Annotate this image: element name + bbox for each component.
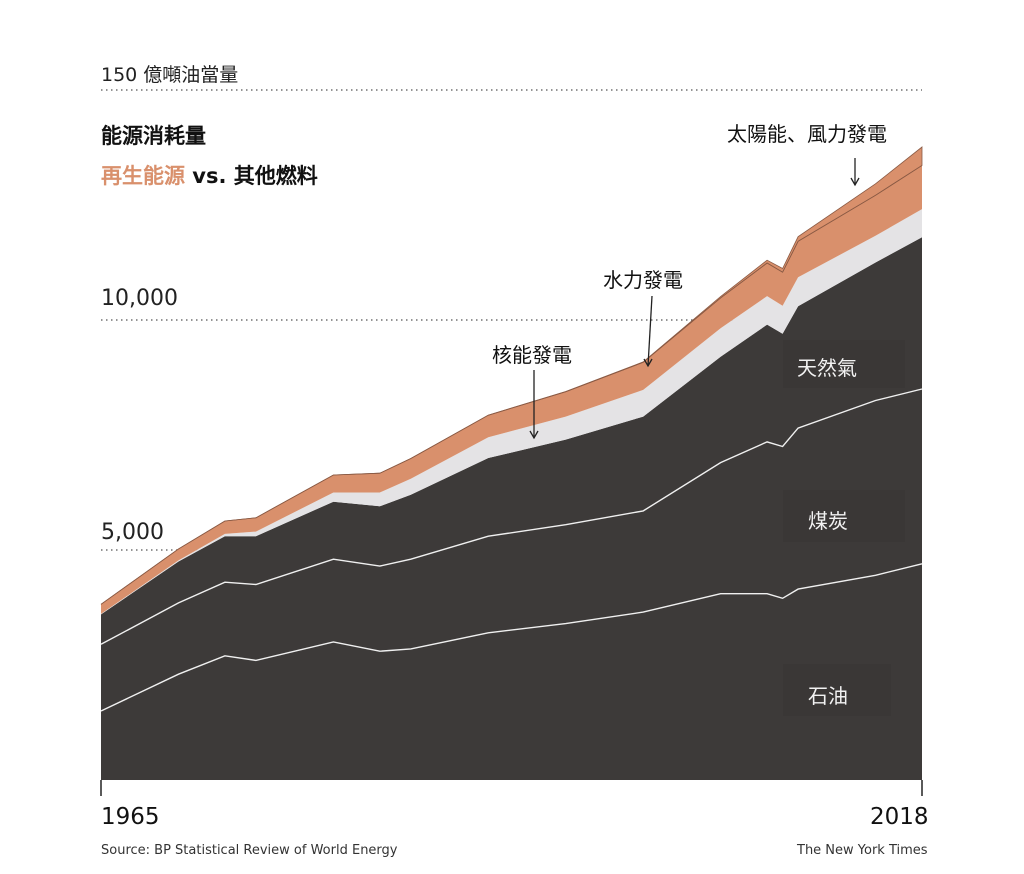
y-tick-5000: 5,000 <box>101 520 164 545</box>
chart-title: 能源消耗量 <box>101 124 206 148</box>
hydro-solar-divider <box>100 165 923 605</box>
coal-gas-divider <box>100 388 923 645</box>
hydro-annotation: 水力發電 <box>603 268 683 292</box>
hydro-arrow-line <box>647 295 653 367</box>
x-tick-end-year: 2018 <box>870 804 929 830</box>
coal-layer-label: 煤炭 <box>808 509 848 533</box>
solar-wind-annotation: 太陽能、風力發電 <box>727 122 887 146</box>
fossil-fuels-area <box>101 237 922 780</box>
subtitle-others: vs. 其他燃料 <box>185 164 318 188</box>
nuclear-area <box>101 209 922 615</box>
y-tick-10000: 10,000 <box>101 286 178 311</box>
oil-layer-label: 石油 <box>808 684 848 708</box>
layer-label-box-0 <box>783 340 905 388</box>
top-axis-label: 150 億噸油當量 <box>101 64 239 86</box>
x-tick-start-year: 1965 <box>101 804 160 830</box>
chart-subtitle: 再生能源 vs. 其他燃料 <box>101 160 318 190</box>
source-note: Source: BP Statistical Review of World E… <box>101 843 398 858</box>
nuclear-arrow-head <box>529 430 539 440</box>
solar-wind-arrow-head <box>850 177 860 187</box>
gas-layer-label: 天然氣 <box>797 356 857 380</box>
nuclear-annotation: 核能發電 <box>492 343 572 367</box>
layer-label-box-2 <box>783 664 891 716</box>
hydro-area <box>101 165 922 614</box>
hydro-arrow-head <box>643 358 653 368</box>
subtitle-renewables: 再生能源 <box>101 164 185 188</box>
credit-note: The New York Times <box>797 843 928 858</box>
oil-coal-divider <box>100 563 923 712</box>
layer-label-box-1 <box>783 490 905 542</box>
